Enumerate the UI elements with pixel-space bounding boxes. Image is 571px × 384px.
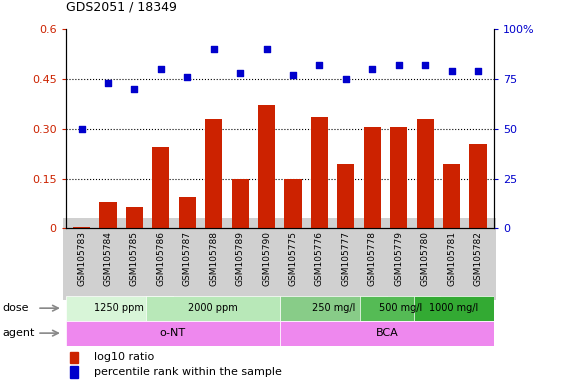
Text: 1250 ppm: 1250 ppm bbox=[94, 303, 144, 313]
Text: BCA: BCA bbox=[376, 328, 398, 338]
Text: percentile rank within the sample: percentile rank within the sample bbox=[94, 367, 282, 377]
Bar bbox=[179, 197, 196, 228]
Bar bbox=[469, 144, 486, 228]
Bar bbox=[284, 179, 301, 228]
Bar bbox=[126, 207, 143, 228]
Point bbox=[156, 66, 166, 72]
Point bbox=[288, 72, 297, 78]
Point bbox=[368, 66, 377, 72]
Bar bbox=[66, 321, 280, 346]
Bar bbox=[390, 127, 407, 228]
Point bbox=[236, 70, 245, 76]
Bar bbox=[360, 296, 440, 321]
Point bbox=[77, 126, 86, 132]
Bar bbox=[413, 296, 494, 321]
Bar bbox=[280, 321, 494, 346]
Bar bbox=[70, 366, 78, 378]
Point bbox=[315, 62, 324, 68]
Bar bbox=[232, 179, 249, 228]
Bar bbox=[443, 164, 460, 228]
Bar bbox=[280, 296, 387, 321]
Point bbox=[209, 46, 218, 52]
Point bbox=[447, 68, 456, 74]
Bar bbox=[205, 119, 222, 228]
Point bbox=[394, 62, 403, 68]
Bar bbox=[73, 227, 90, 228]
Point bbox=[473, 68, 482, 74]
Text: GDS2051 / 18349: GDS2051 / 18349 bbox=[66, 0, 176, 13]
Bar bbox=[364, 127, 381, 228]
Bar bbox=[70, 352, 78, 363]
Text: 1000 mg/l: 1000 mg/l bbox=[429, 303, 478, 313]
Bar bbox=[311, 117, 328, 228]
Bar bbox=[258, 105, 275, 228]
Text: agent: agent bbox=[3, 328, 35, 338]
Point bbox=[183, 74, 192, 80]
Text: 500 mg/l: 500 mg/l bbox=[379, 303, 422, 313]
Point bbox=[130, 86, 139, 92]
Text: dose: dose bbox=[3, 303, 29, 313]
Point bbox=[262, 46, 271, 52]
Bar bbox=[152, 147, 170, 228]
Bar bbox=[417, 119, 434, 228]
Point bbox=[103, 79, 112, 86]
Bar bbox=[66, 296, 173, 321]
Bar bbox=[337, 164, 355, 228]
Text: 250 mg/l: 250 mg/l bbox=[312, 303, 355, 313]
Text: log10 ratio: log10 ratio bbox=[94, 353, 154, 362]
Text: 2000 ppm: 2000 ppm bbox=[188, 303, 238, 313]
Bar bbox=[146, 296, 280, 321]
Bar bbox=[99, 202, 116, 228]
Point bbox=[341, 76, 351, 82]
Text: o-NT: o-NT bbox=[160, 328, 186, 338]
Point bbox=[421, 62, 430, 68]
